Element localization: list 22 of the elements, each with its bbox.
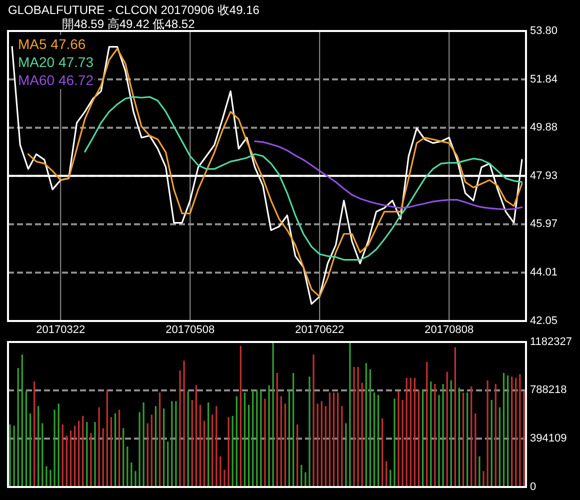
y-tick-label: 1182327 [530, 336, 572, 348]
text: MA60 46.72 [18, 72, 94, 88]
y-tick-label: 47.93 [530, 170, 558, 182]
y-tick-label: 0 [530, 480, 536, 493]
line-series [254, 140, 523, 210]
y-tick-label: 53.80 [530, 24, 558, 37]
y-tick-label: 45.97 [530, 218, 558, 230]
series-label: MA5 47.66 [18, 36, 86, 52]
x-tick-label: 20170508 [166, 324, 215, 336]
chart-title: GLOBALFUTURE - CLCON 20170906 收49.16 [8, 3, 260, 17]
line-series [84, 96, 523, 261]
y-tick-label: 394109 [530, 432, 567, 445]
y-tick-label: 44.01 [530, 266, 558, 279]
y-tick-label: 51.84 [530, 73, 558, 86]
x-tick-label: 20170622 [295, 324, 344, 336]
chart-subtitle: 開48.59 高49.42 低48.52 [62, 17, 196, 31]
text: MA20 47.73 [18, 54, 94, 70]
x-tick-label: 20170322 [36, 324, 86, 336]
y-tick-label: 42.05 [530, 314, 558, 327]
y-tick-label: 49.88 [530, 122, 558, 134]
x-tick-label: 20170808 [424, 324, 474, 336]
y-tick-label: 788218 [530, 384, 567, 396]
